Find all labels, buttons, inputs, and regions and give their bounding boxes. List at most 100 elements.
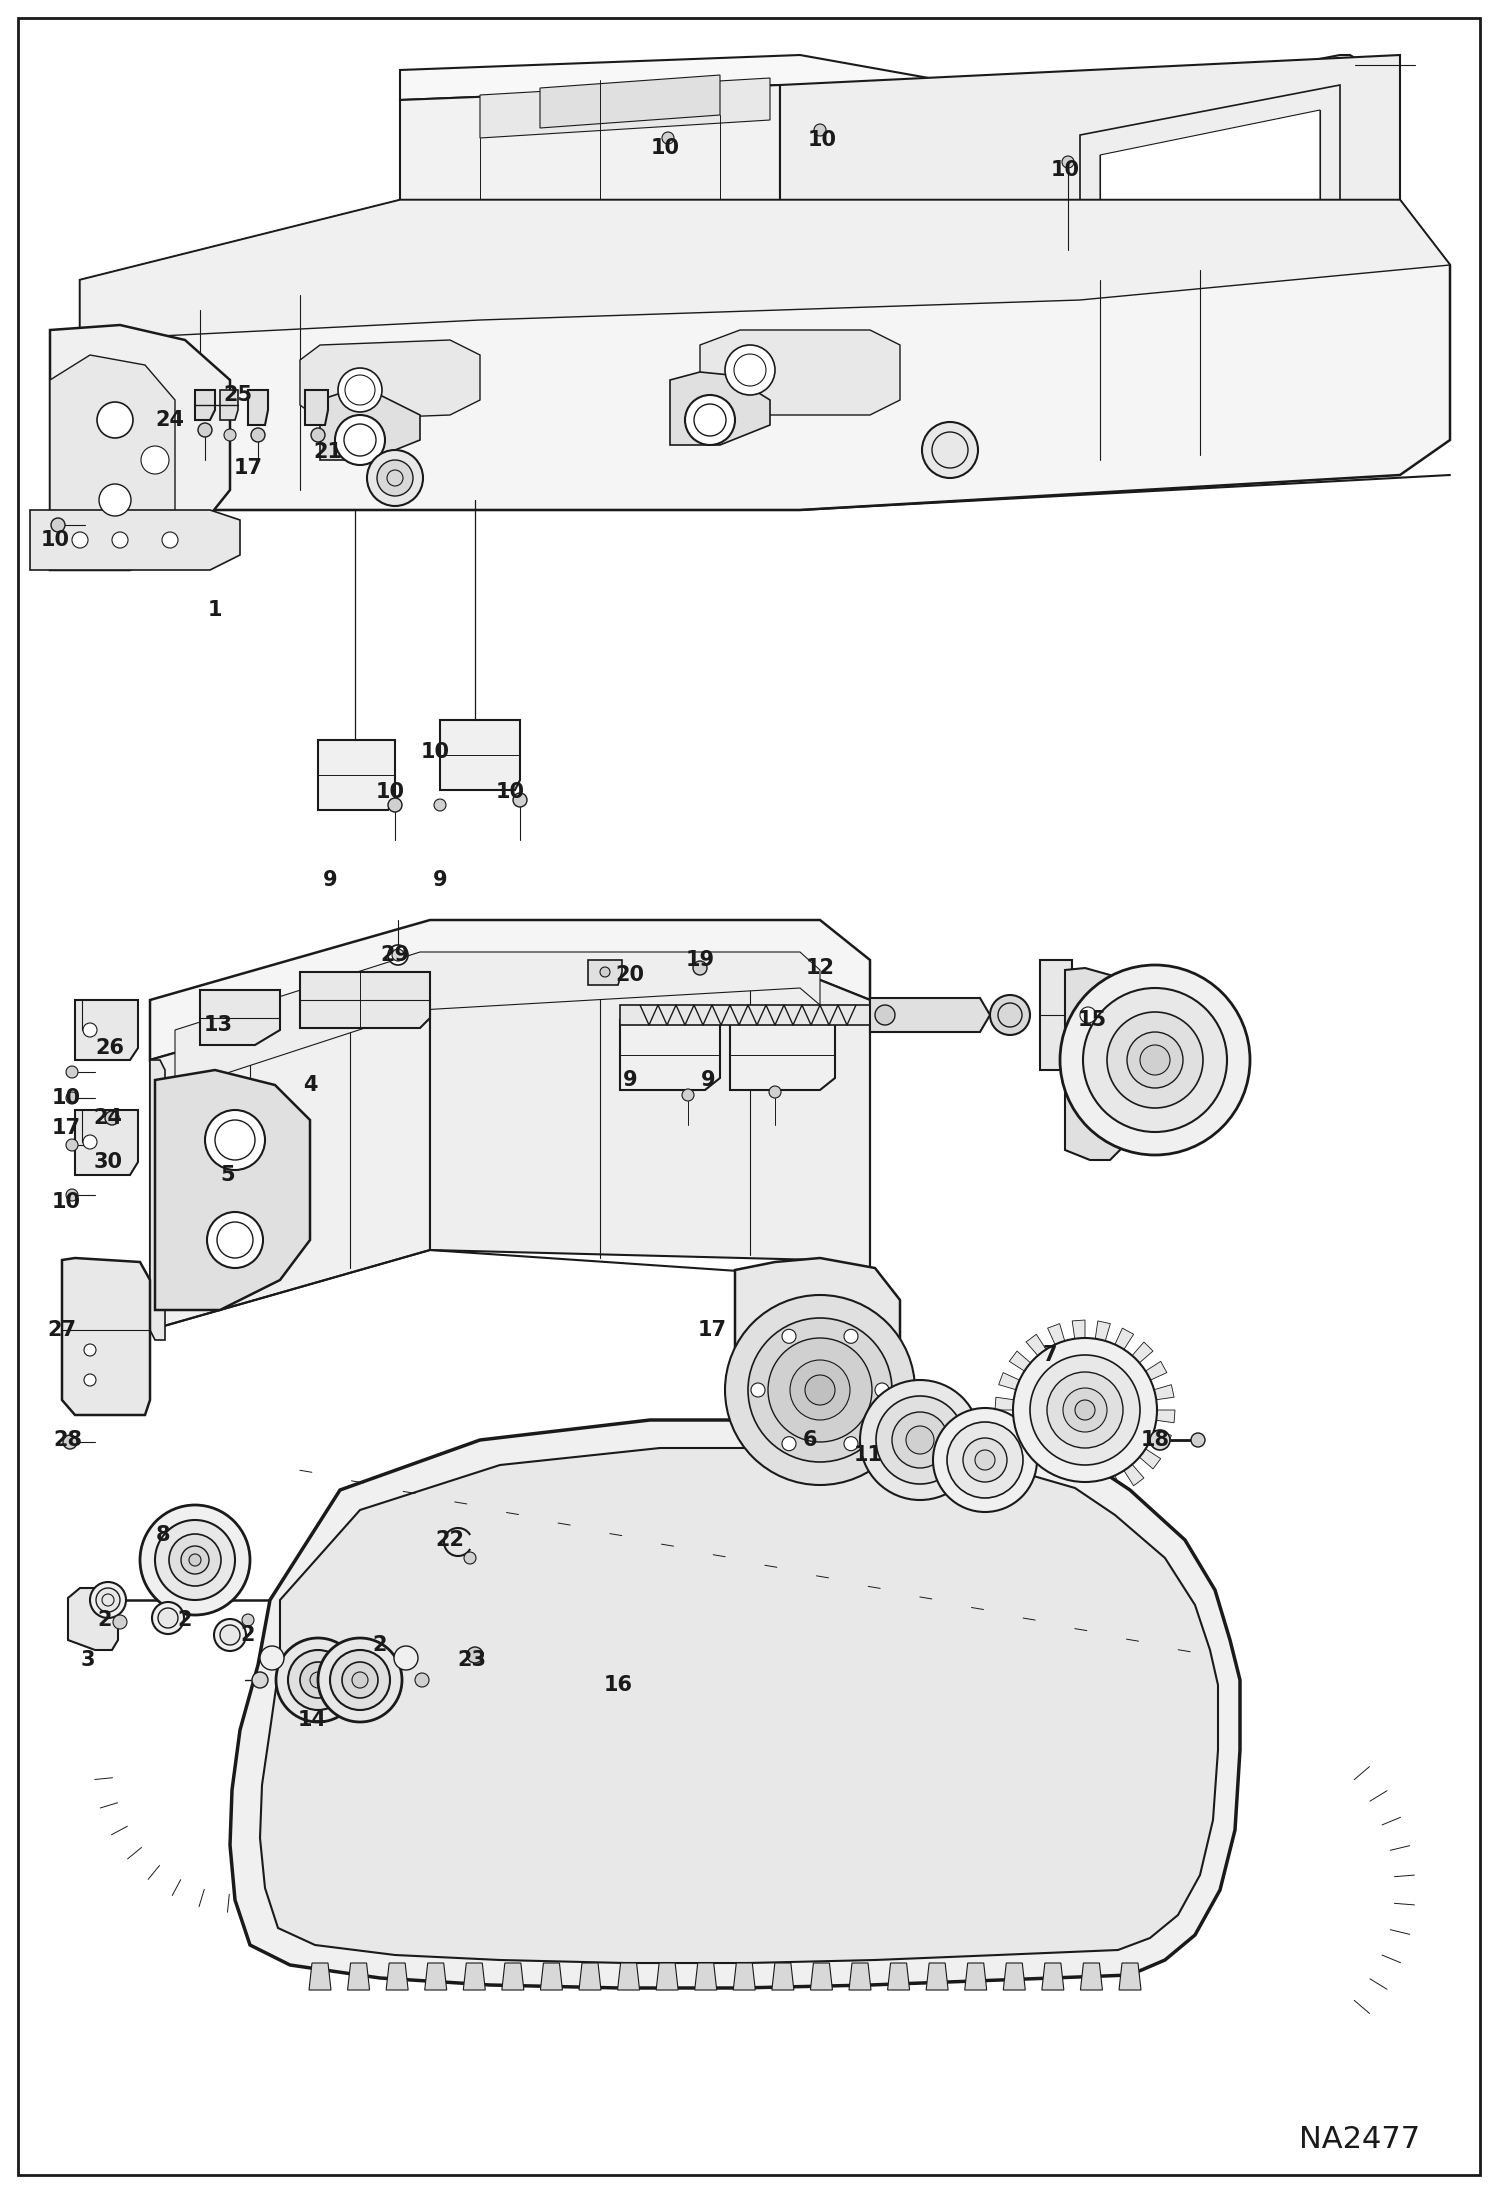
Text: 4: 4	[303, 1075, 318, 1094]
Polygon shape	[1115, 1329, 1134, 1349]
Polygon shape	[1040, 961, 1073, 1070]
Polygon shape	[771, 1963, 794, 1989]
Polygon shape	[620, 1004, 870, 1024]
Text: 2: 2	[241, 1625, 255, 1645]
Text: 9: 9	[322, 871, 337, 890]
Text: 23: 23	[457, 1649, 487, 1671]
Polygon shape	[150, 921, 870, 1059]
Circle shape	[921, 421, 978, 478]
Circle shape	[139, 1504, 250, 1614]
Polygon shape	[49, 355, 175, 559]
Polygon shape	[700, 329, 900, 414]
Circle shape	[768, 1086, 780, 1099]
Polygon shape	[541, 1963, 562, 1989]
Circle shape	[1076, 1399, 1095, 1421]
Text: NA2477: NA2477	[1299, 2125, 1420, 2154]
Circle shape	[467, 1647, 482, 1662]
Polygon shape	[1150, 1430, 1171, 1447]
Polygon shape	[479, 79, 770, 138]
Circle shape	[63, 1434, 76, 1450]
Circle shape	[1062, 156, 1074, 169]
Text: 9: 9	[433, 871, 448, 890]
Polygon shape	[1041, 1963, 1064, 1989]
Polygon shape	[400, 86, 780, 281]
Text: 2: 2	[97, 1610, 112, 1629]
Circle shape	[963, 1439, 1007, 1482]
Circle shape	[601, 967, 610, 978]
Circle shape	[685, 395, 736, 445]
Circle shape	[312, 428, 325, 443]
Circle shape	[1083, 989, 1227, 1132]
Polygon shape	[502, 1963, 524, 1989]
Circle shape	[367, 450, 422, 507]
Circle shape	[434, 798, 446, 811]
Circle shape	[1047, 1373, 1124, 1447]
Circle shape	[388, 798, 401, 811]
Circle shape	[860, 1379, 980, 1500]
Circle shape	[336, 414, 385, 465]
Text: 11: 11	[854, 1445, 882, 1465]
Text: 2: 2	[373, 1636, 388, 1656]
Polygon shape	[1017, 1456, 1038, 1478]
Circle shape	[288, 1649, 348, 1711]
Polygon shape	[996, 1421, 1016, 1436]
Polygon shape	[1037, 1472, 1055, 1491]
Circle shape	[162, 533, 178, 548]
Circle shape	[782, 1436, 795, 1452]
Text: 10: 10	[51, 1088, 81, 1107]
Polygon shape	[425, 1963, 446, 1989]
Circle shape	[214, 1618, 246, 1651]
Polygon shape	[30, 511, 240, 570]
Text: 10: 10	[421, 741, 449, 761]
Polygon shape	[175, 952, 819, 1090]
Circle shape	[339, 368, 382, 412]
Text: 24: 24	[156, 410, 184, 430]
Text: 3: 3	[81, 1649, 96, 1671]
Text: 19: 19	[686, 950, 715, 969]
Text: 27: 27	[48, 1320, 76, 1340]
Circle shape	[768, 1338, 872, 1443]
Circle shape	[84, 1375, 96, 1386]
Circle shape	[804, 1375, 834, 1406]
Circle shape	[252, 428, 265, 443]
Polygon shape	[300, 971, 430, 1029]
Polygon shape	[430, 980, 870, 1281]
Polygon shape	[348, 1963, 370, 1989]
Circle shape	[72, 533, 88, 548]
Circle shape	[975, 1450, 995, 1469]
Polygon shape	[75, 1110, 138, 1175]
Text: 20: 20	[616, 965, 644, 985]
Circle shape	[198, 423, 213, 436]
Circle shape	[875, 1004, 894, 1024]
Polygon shape	[995, 1397, 1014, 1410]
Polygon shape	[730, 1020, 834, 1090]
Circle shape	[394, 1647, 418, 1671]
Polygon shape	[1004, 1963, 1025, 1989]
Polygon shape	[49, 325, 231, 570]
Text: 17: 17	[234, 458, 262, 478]
Circle shape	[782, 1329, 795, 1344]
Circle shape	[82, 1136, 97, 1149]
Polygon shape	[617, 1963, 640, 1989]
Text: 10: 10	[807, 129, 836, 149]
Polygon shape	[736, 1259, 900, 1520]
Polygon shape	[670, 373, 770, 445]
Circle shape	[169, 1533, 222, 1586]
Text: 13: 13	[204, 1015, 232, 1035]
Circle shape	[330, 1649, 389, 1711]
Circle shape	[392, 950, 404, 961]
Polygon shape	[67, 1588, 118, 1649]
Circle shape	[220, 1625, 240, 1645]
Circle shape	[813, 125, 825, 136]
Polygon shape	[734, 1963, 755, 1989]
Text: 10: 10	[496, 783, 524, 803]
Polygon shape	[150, 1059, 165, 1340]
Circle shape	[843, 1329, 858, 1344]
Polygon shape	[926, 1963, 948, 1989]
Polygon shape	[1153, 1384, 1174, 1399]
Polygon shape	[300, 340, 479, 421]
Polygon shape	[1124, 1465, 1144, 1485]
Polygon shape	[965, 1963, 987, 1989]
Polygon shape	[195, 390, 216, 421]
Polygon shape	[463, 1963, 485, 1989]
